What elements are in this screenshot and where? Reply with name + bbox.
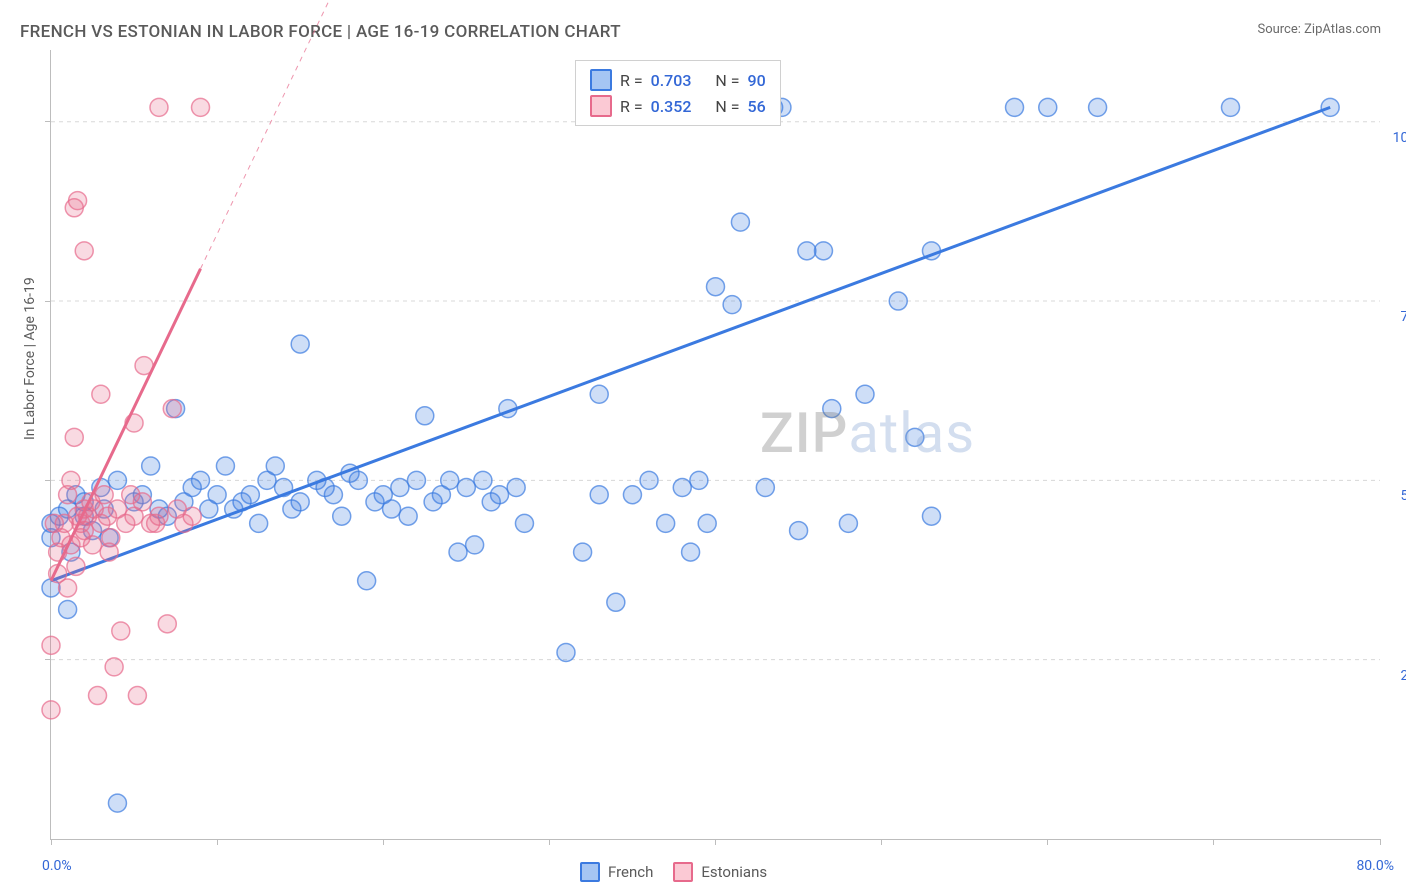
r-label: R = (620, 97, 643, 116)
y-tick-label: 100.0% (1393, 130, 1406, 146)
swatch-pink-icon (590, 95, 612, 117)
legend-row: R = 0.352 N = 56 (590, 93, 766, 119)
n-value: 56 (748, 97, 766, 116)
source-attribution: Source: ZipAtlas.com (1257, 22, 1381, 37)
r-value: 0.352 (651, 97, 692, 116)
chart-title: FRENCH VS ESTONIAN IN LABOR FORCE | AGE … (20, 22, 621, 42)
legend-item-estonians[interactable]: Estonians (673, 862, 767, 882)
legend-label: French (608, 863, 653, 881)
legend-row: R = 0.703 N = 90 (590, 67, 766, 93)
scatter-svg (51, 50, 1380, 839)
x-tick-last: 80.0% (1356, 858, 1394, 874)
y-tick-label: 75.0% (1400, 309, 1406, 325)
y-tick-label: 50.0% (1400, 488, 1406, 504)
y-tick-label: 25.0% (1400, 668, 1406, 684)
x-tick-first: 0.0% (42, 858, 72, 874)
chart-container: FRENCH VS ESTONIAN IN LABOR FORCE | AGE … (0, 0, 1406, 892)
swatch-blue-icon (580, 862, 600, 882)
legend-label: Estonians (701, 863, 767, 881)
swatch-pink-icon (673, 862, 693, 882)
y-axis-label: In Labor Force | Age 16-19 (22, 277, 38, 440)
plot-area: 25.0%50.0%75.0%100.0% (50, 50, 1380, 840)
series-legend: French Estonians (580, 862, 767, 882)
n-label: N = (715, 71, 739, 90)
correlation-legend: R = 0.703 N = 90 R = 0.352 N = 56 (575, 60, 781, 126)
r-label: R = (620, 71, 643, 90)
n-value: 90 (748, 71, 766, 90)
r-value: 0.703 (651, 71, 692, 90)
legend-item-french[interactable]: French (580, 862, 653, 882)
swatch-blue-icon (590, 69, 612, 91)
n-label: N = (715, 97, 739, 116)
